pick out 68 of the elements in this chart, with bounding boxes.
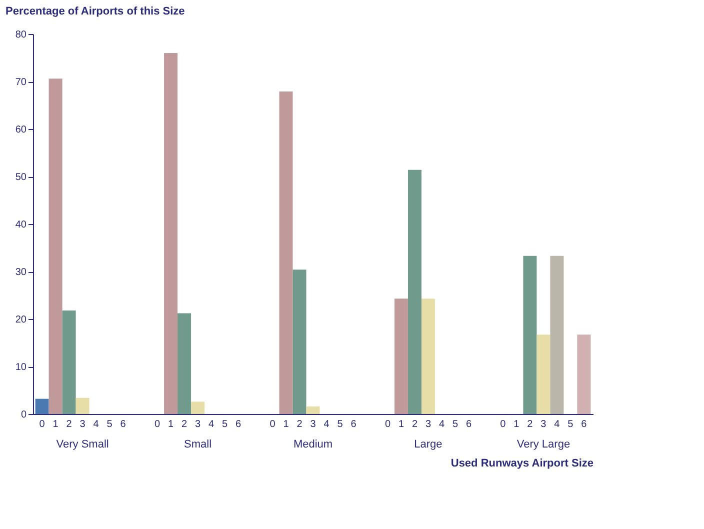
text: 2 [181, 419, 188, 430]
bar [577, 334, 591, 414]
y-tick-label: 60 [15, 124, 27, 136]
bar [306, 406, 320, 414]
text: 6 [350, 419, 356, 430]
series-label: 0 [39, 419, 46, 430]
text: 5 [452, 419, 458, 430]
text: 6 [466, 419, 472, 430]
text: 3 [194, 419, 201, 430]
text: 0 [384, 419, 391, 430]
y-tick-label: 70 [15, 77, 27, 88]
bar [191, 402, 205, 414]
y-tick-label: 50 [15, 172, 27, 183]
text: 1 [168, 419, 174, 430]
text: 6 [120, 419, 126, 430]
text: 5 [106, 419, 113, 430]
x-tick-label: Very Large [516, 438, 570, 450]
y-tick-label: 0 [20, 410, 27, 420]
series-label: 6 [581, 419, 588, 430]
text: 3 [425, 419, 432, 430]
bar [536, 334, 550, 414]
bar [62, 310, 76, 414]
x-axis-title: Used Runways Airport Size [450, 458, 594, 470]
text: 4 [93, 419, 99, 430]
text: 5 [222, 419, 228, 430]
bar [48, 78, 62, 414]
text: 5 [337, 419, 343, 430]
y-tick-label: 80 [15, 30, 27, 40]
text: 6 [235, 419, 242, 430]
text: 4 [438, 419, 445, 430]
bar [164, 53, 178, 414]
text: 1 [398, 419, 404, 430]
text: 3 [310, 419, 316, 430]
bar [421, 298, 435, 414]
bar [523, 256, 537, 414]
text: 0 [154, 419, 160, 430]
bar [76, 398, 90, 414]
series-label: 4 [554, 419, 560, 430]
text: 5 [568, 419, 574, 430]
text: 3 [540, 419, 546, 430]
series-label: 3 [80, 419, 86, 430]
y-tick-label: 20 [15, 314, 27, 326]
text: 2 [527, 419, 533, 430]
text: 4 [324, 419, 330, 430]
text: 1 [514, 419, 520, 430]
text: 0 [270, 419, 276, 430]
series-label: 2 [66, 419, 72, 430]
text: 1 [283, 419, 289, 430]
bar [550, 256, 564, 414]
bar [408, 170, 422, 414]
bar [394, 298, 408, 414]
x-tick-label: Medium [293, 438, 333, 450]
chart-title: Percentage of Airports of this Size [6, 6, 185, 18]
text: 4 [208, 419, 214, 430]
y-tick-label: 30 [15, 267, 27, 278]
y-tick-label: 10 [15, 362, 27, 373]
bar [35, 398, 49, 414]
bar [279, 91, 293, 414]
text: 2 [296, 419, 302, 430]
text: 2 [412, 419, 418, 430]
x-tick-label: Small [184, 438, 212, 450]
bar [178, 313, 192, 414]
series-label: 1 [52, 419, 59, 430]
text: 0 [500, 419, 506, 430]
y-tick-label: 40 [15, 220, 27, 230]
bar [292, 270, 306, 414]
x-tick-label: Large [414, 438, 442, 450]
x-tick-label: Very Small [56, 438, 109, 450]
